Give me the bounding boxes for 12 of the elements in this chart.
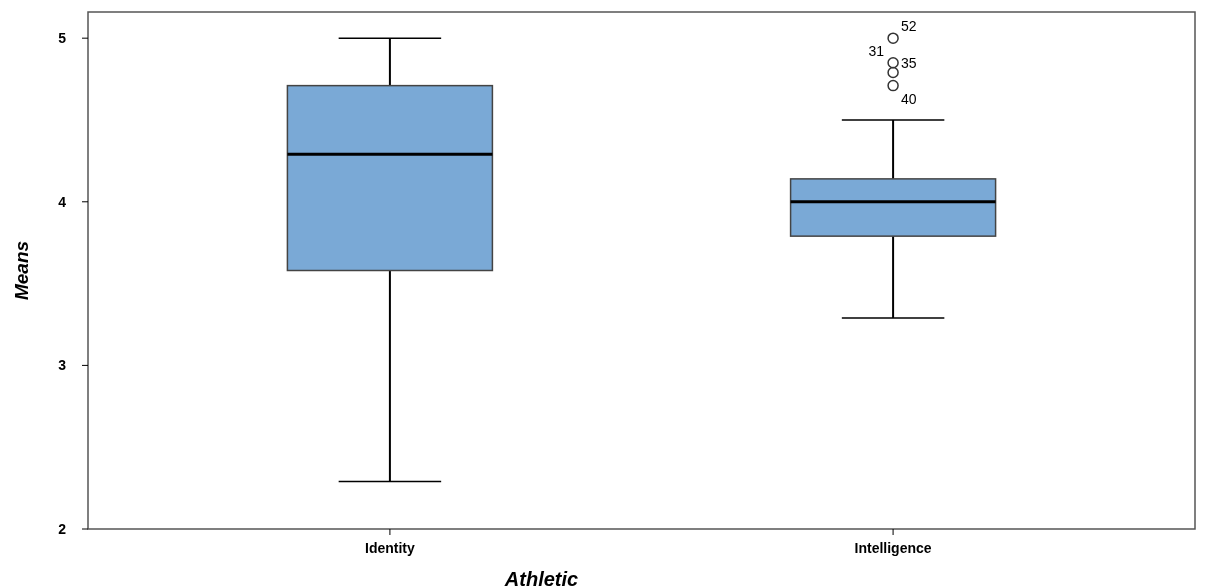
x-axis-title: Athletic (503, 568, 579, 588)
annotation: 31 (868, 42, 885, 59)
y-axis-title: Means (11, 240, 32, 301)
x-tick-label: Identity (365, 540, 416, 556)
y-tick-label: 2 (58, 520, 67, 537)
y-tick-label: 5 (58, 30, 67, 47)
annotation: 40 (901, 90, 917, 107)
x-tick-label: Intelligence (854, 540, 932, 556)
y-tick-label: 3 (58, 357, 67, 374)
annotation: 35 (901, 54, 917, 71)
y-tick-label: 4 (58, 193, 67, 210)
annotation: 52 (901, 18, 917, 35)
